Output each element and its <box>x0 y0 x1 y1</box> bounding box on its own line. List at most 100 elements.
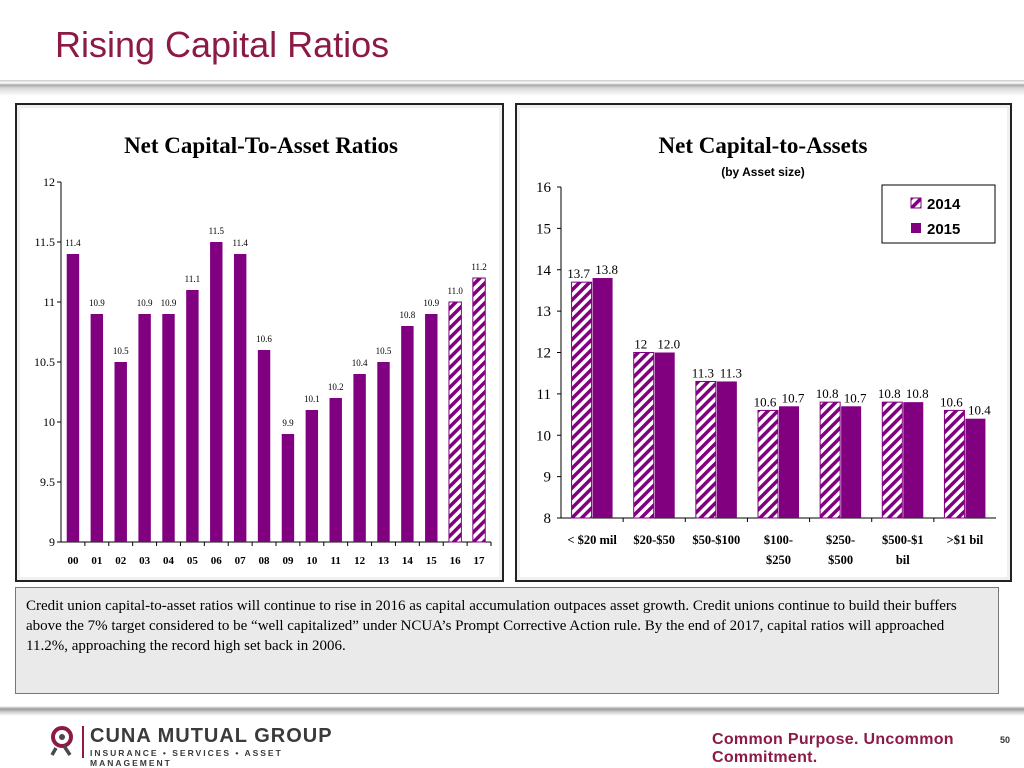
x-tick-label: 10 <box>306 555 318 567</box>
legend-swatch <box>911 223 921 233</box>
bar-value-label: 13.7 <box>567 266 590 281</box>
bar <box>233 254 247 542</box>
y-tick-label: 11 <box>43 295 55 309</box>
x-tick-label: 05 <box>187 555 199 567</box>
x-tick-label: 04 <box>163 555 175 567</box>
bar-value-label: 10.1 <box>304 394 320 404</box>
x-tick-label: $50-$100 <box>692 533 740 547</box>
bar-series-2015 <box>841 406 862 518</box>
commentary-box: Credit union capital-to-asset ratios wil… <box>15 587 999 694</box>
bar-value-label: 10.9 <box>161 298 177 308</box>
asset-size-chart: Net Capital-to-Assets (by Asset size) 8 9 10… <box>536 133 996 567</box>
bar-value-label: 11.0 <box>447 286 463 296</box>
x-tick-label: 14 <box>402 555 414 567</box>
bar-value-label: 13.8 <box>595 262 618 277</box>
x-tick-label: $500-$1 <box>882 533 924 547</box>
x-tick-label: < $20 mil <box>567 533 617 547</box>
y-tick-label: 8 <box>544 511 552 527</box>
x-tick-label: 02 <box>115 555 127 567</box>
x-tick-label: 15 <box>426 555 438 567</box>
legend-label: 2015 <box>927 221 960 238</box>
y-tick-label: 12 <box>43 175 55 189</box>
bar-value-label: 11.1 <box>185 274 200 284</box>
forecast-bar <box>472 277 486 543</box>
y-tick-label: 16 <box>536 180 552 196</box>
bar-series-2015 <box>654 352 675 518</box>
x-tick-label: 11 <box>331 555 341 567</box>
y-tick-label: 10.5 <box>34 355 55 369</box>
bar-series-2014 <box>943 409 965 519</box>
bar-value-label: 10.5 <box>113 346 129 356</box>
x-tick-label: 06 <box>211 555 223 567</box>
y-tick-label: 11.5 <box>34 235 55 249</box>
y-tick-label: 9 <box>544 470 552 486</box>
top-divider <box>0 80 1024 96</box>
bar-value-label: 11.5 <box>209 226 225 236</box>
bar-value-label: 11.4 <box>232 238 248 248</box>
bar-value-label: 11.4 <box>65 238 81 248</box>
bar-series-2015 <box>592 278 613 518</box>
bar <box>377 362 390 542</box>
bar-value-label: 10.9 <box>89 298 105 308</box>
logo-name: CUNA MUTUAL GROUP <box>90 725 333 747</box>
bar-value-label: 10.9 <box>137 298 153 308</box>
bar-value-label: 10.7 <box>844 390 867 405</box>
bar <box>114 362 127 542</box>
bar <box>186 290 199 542</box>
x-tick-label: 17 <box>474 555 486 567</box>
bar <box>401 326 414 542</box>
x-tick-label: 08 <box>259 555 271 567</box>
bar-value-label: 10.5 <box>376 346 392 356</box>
chart-title: Net Capital-to-Assets <box>659 133 868 158</box>
bar <box>305 410 319 542</box>
bottom-divider <box>0 706 1024 716</box>
x-tick-label: 13 <box>378 555 390 567</box>
legend-swatch <box>910 197 922 209</box>
bar-value-label: 10.6 <box>256 334 272 344</box>
bar <box>162 314 175 542</box>
x-tick-label: 03 <box>139 555 151 567</box>
chart-subtitle: (by Asset size) <box>721 165 805 179</box>
y-tick-label: 10 <box>43 415 55 429</box>
bar-value-label: 9.9 <box>282 418 294 428</box>
bar-value-label: 11.3 <box>692 365 714 380</box>
forecast-bar <box>448 301 462 543</box>
y-tick-label: 9 <box>49 535 55 549</box>
bar <box>353 374 366 542</box>
page-number: 50 <box>1000 735 1011 745</box>
logo-subtitle: INSURANCE • SERVICES • ASSET MANAGEMENT <box>90 748 283 768</box>
legend-box <box>881 184 996 244</box>
bar-series-2015 <box>716 381 737 518</box>
y-tick-label: 15 <box>536 221 551 237</box>
bar-value-label: 10.6 <box>940 394 963 409</box>
logo-emblem-icon <box>50 726 73 756</box>
x-tick-label: $20-$50 <box>633 533 675 547</box>
bar-value-label: 10.7 <box>782 390 805 405</box>
x-tick-label: $250 <box>766 553 791 567</box>
x-tick-label: 00 <box>67 555 79 567</box>
bar-series-2014 <box>819 401 841 519</box>
bar <box>66 254 80 542</box>
bar-value-label: 11.3 <box>720 365 742 380</box>
x-tick-label: $250- <box>826 533 855 547</box>
bar <box>257 350 271 542</box>
chart-legend: 2014 2015 <box>881 184 996 244</box>
bar-series-2015 <box>779 406 799 518</box>
x-tick-label: >$1 bil <box>947 533 984 547</box>
x-tick-label: 09 <box>282 555 294 567</box>
x-tick-label: 16 <box>450 555 462 567</box>
x-tick-label: bil <box>896 553 910 567</box>
chart-panel-by-asset-size: Net Capital-to-Assets (by Asset size) 8 9 10… <box>515 103 1012 582</box>
x-tick-label: $100- <box>764 533 793 547</box>
bar-value-label: 10.8 <box>816 386 839 401</box>
bar-value-label: 10.4 <box>352 358 368 368</box>
bar <box>281 434 295 542</box>
x-tick-label: 12 <box>354 555 366 567</box>
bar-series-2015 <box>965 418 986 518</box>
chart-title: Net Capital-To-Asset Ratios <box>124 133 398 158</box>
company-logo: CUNA MUTUAL GROUP INSURANCE • SERVICES •… <box>50 722 350 768</box>
y-tick-label: 13 <box>536 304 551 320</box>
bar-value-label: 12.0 <box>657 337 680 352</box>
bar-value-label: 10.8 <box>400 310 416 320</box>
bar-series-2014 <box>571 281 593 519</box>
